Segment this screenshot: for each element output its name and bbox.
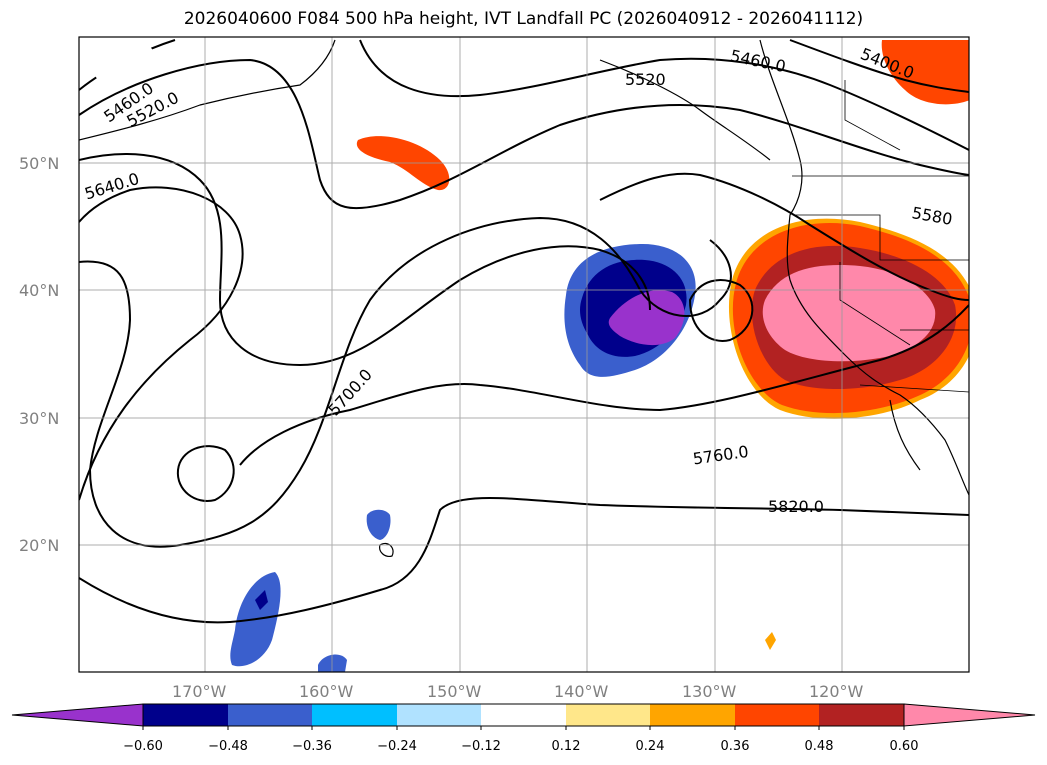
colorbar-frame bbox=[142, 703, 905, 727]
coastline-alaska bbox=[79, 39, 336, 141]
ivt-shading bbox=[230, 40, 969, 672]
colorbar-extend-high bbox=[903, 703, 1036, 727]
negative-anomaly-sw-core bbox=[255, 590, 268, 610]
border-canada-east bbox=[844, 80, 901, 151]
colorbar-tick-label: −0.48 bbox=[208, 739, 248, 754]
coastline-se-alaska bbox=[599, 59, 771, 161]
colorbar-tick-label: 0.60 bbox=[890, 739, 919, 754]
borders bbox=[792, 80, 969, 393]
figure-title: 2026040600 F084 500 hPa height, IVT Land… bbox=[183, 9, 864, 29]
lat-label-50n: 50°N bbox=[19, 154, 59, 173]
contour-small-loop bbox=[176, 445, 235, 502]
colorbar-segment bbox=[228, 704, 312, 726]
coastline-hawaii bbox=[379, 542, 394, 557]
lon-label-170w: 170°W bbox=[172, 682, 227, 701]
coastlines bbox=[79, 39, 969, 557]
colorbar-extend-low bbox=[11, 703, 144, 727]
lat-label-40n: 40°N bbox=[19, 281, 59, 300]
latitude-labels: 50°N 40°N 30°N 20°N bbox=[19, 154, 59, 555]
longitude-labels: 170°W 160°W 150°W 140°W 130°W 120°W bbox=[172, 682, 864, 701]
colorbar-segment bbox=[566, 704, 650, 726]
contour-label-5820: 5820.0 bbox=[768, 497, 824, 516]
colorbar: −0.60 −0.48 −0.36 −0.24 −0.12 0.12 0.24 … bbox=[11, 703, 1036, 754]
colorbar-tick-label: 0.48 bbox=[805, 739, 834, 754]
lon-label-150w: 150°W bbox=[427, 682, 482, 701]
colorbar-segment bbox=[143, 704, 228, 726]
coastline-baja bbox=[889, 399, 921, 471]
contour-5640 bbox=[79, 153, 651, 367]
colorbar-tick-label: 0.12 bbox=[552, 739, 581, 754]
positive-anomaly-pink bbox=[762, 265, 936, 362]
contour-5520 bbox=[79, 58, 969, 210]
lon-label-120w: 120°W bbox=[809, 682, 864, 701]
colorbar-tick-label: 0.36 bbox=[721, 739, 750, 754]
lat-label-30n: 30°N bbox=[19, 409, 59, 428]
lon-label-130w: 130°W bbox=[682, 682, 737, 701]
contour-5400 bbox=[789, 39, 969, 93]
colorbar-tick-label: −0.24 bbox=[377, 739, 417, 754]
negative-anomaly-purple bbox=[608, 290, 685, 346]
lon-label-140w: 140°W bbox=[554, 682, 609, 701]
contour-5580 bbox=[599, 172, 969, 301]
colorbar-segment bbox=[650, 704, 735, 726]
positive-anomaly-small bbox=[765, 632, 776, 650]
colorbar-tick-label: −0.12 bbox=[461, 739, 501, 754]
colorbar-segment bbox=[397, 704, 481, 726]
gridlines bbox=[79, 37, 969, 672]
coastline-west-america bbox=[759, 39, 969, 496]
negative-anomaly-hawaii bbox=[366, 509, 391, 540]
contour-5580-loop bbox=[688, 279, 754, 342]
border-state-ca-nv bbox=[839, 262, 911, 346]
contour-labels: 5460.0 5520.0 5640.0 5700.0 5760.0 5820.… bbox=[82, 39, 954, 516]
contour-label-5520-east: 5520 bbox=[625, 70, 666, 89]
contour-5820 bbox=[79, 497, 969, 624]
colorbar-tick-label: −0.60 bbox=[123, 739, 163, 754]
map-frame bbox=[78, 36, 970, 673]
colorbar-tick-label: −0.36 bbox=[292, 739, 332, 754]
lat-label-20n: 20°N bbox=[19, 536, 59, 555]
colorbar-segment bbox=[735, 704, 819, 726]
contour-5760 bbox=[79, 186, 969, 501]
lon-label-160w: 160°W bbox=[299, 682, 354, 701]
border-state-ab bbox=[795, 214, 969, 261]
border-us-mexico bbox=[859, 384, 969, 393]
colorbar-segment bbox=[819, 704, 904, 726]
colorbar-tick-label: 0.24 bbox=[636, 739, 665, 754]
colorbar-segment bbox=[312, 704, 397, 726]
colorbar-segment bbox=[481, 704, 566, 726]
